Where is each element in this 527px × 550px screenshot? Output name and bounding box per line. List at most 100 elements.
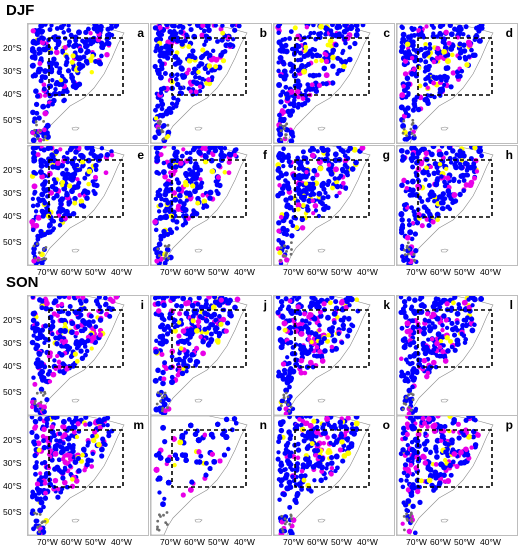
station-dot <box>450 70 456 76</box>
station-dot <box>451 192 458 198</box>
station-dot <box>443 150 449 156</box>
station-dot-minor <box>407 247 411 251</box>
station-dot <box>402 435 408 441</box>
falkland-islands <box>194 126 203 131</box>
station-dot <box>420 453 427 460</box>
station-dot <box>405 41 411 47</box>
map-svg <box>28 24 125 143</box>
lon-tick-label: 40°W <box>480 267 501 277</box>
station-dot <box>479 153 484 159</box>
station-dot <box>326 332 331 338</box>
station-dot <box>50 331 55 337</box>
station-dot <box>287 61 294 68</box>
station-dot <box>76 180 82 186</box>
station-dot <box>333 42 339 48</box>
station-dot <box>97 332 104 338</box>
station-dot <box>317 309 323 315</box>
map-panel: g <box>273 145 395 266</box>
station-dot <box>353 159 359 166</box>
station-dot <box>277 112 282 118</box>
station-dot <box>35 236 41 242</box>
station-dot-minor <box>43 390 46 394</box>
station-dot-minor <box>287 409 291 413</box>
station-dot <box>302 311 307 317</box>
station-dot <box>209 451 215 457</box>
station-dot-minor <box>284 401 287 404</box>
map-svg <box>397 416 494 535</box>
station-dot <box>74 434 80 440</box>
station-dot <box>176 180 182 186</box>
station-dot <box>415 155 420 160</box>
station-dot <box>309 82 315 88</box>
lat-tick-label: 20°S <box>3 315 22 325</box>
station-dot <box>162 326 167 332</box>
station-dot <box>281 74 287 81</box>
station-dot <box>300 149 306 155</box>
lon-tick-label: 70°W <box>283 537 304 547</box>
station-dot <box>231 416 238 422</box>
station-dot <box>59 162 66 169</box>
station-dot <box>159 351 165 358</box>
station-dot <box>50 101 55 107</box>
study-region-box <box>294 429 370 488</box>
station-dot <box>299 63 305 69</box>
station-dot <box>470 434 476 440</box>
station-dot <box>415 431 422 438</box>
station-dot <box>463 56 469 62</box>
station-dot <box>72 424 78 431</box>
station-dot <box>405 473 410 479</box>
station-dot <box>286 479 293 486</box>
station-dot-minor <box>402 119 406 123</box>
station-dot <box>314 429 320 436</box>
station-dot <box>33 424 39 429</box>
lon-tick-label: 40°W <box>111 267 132 277</box>
station-dot <box>298 57 304 63</box>
station-dot <box>435 34 440 39</box>
station-dot <box>57 66 63 72</box>
station-dot <box>346 316 352 322</box>
station-dot <box>162 50 169 57</box>
station-dot <box>191 79 197 85</box>
station-dot <box>74 345 80 351</box>
station-dot <box>39 191 46 198</box>
station-dot <box>302 101 308 106</box>
station-dot <box>275 456 281 462</box>
lon-tick-label: 50°W <box>208 537 229 547</box>
station-dot <box>275 296 281 300</box>
station-dot <box>311 315 318 322</box>
station-dot <box>32 441 38 447</box>
station-dot <box>50 371 57 378</box>
station-dot <box>472 175 477 181</box>
station-dot <box>33 518 39 524</box>
station-dot <box>306 197 313 204</box>
station-dot <box>288 219 294 225</box>
station-dot <box>75 456 81 461</box>
station-dot <box>401 177 407 184</box>
station-dot <box>443 449 449 455</box>
station-dot <box>29 429 35 435</box>
station-dot <box>316 82 323 88</box>
station-dot <box>31 246 37 252</box>
station-dot <box>329 460 335 466</box>
station-dot <box>70 161 76 167</box>
station-dot-minor <box>33 256 37 260</box>
station-dot <box>212 326 219 332</box>
station-dot <box>406 92 411 97</box>
station-dot <box>31 250 37 256</box>
station-dot <box>178 85 184 91</box>
station-dot <box>187 24 192 27</box>
station-dot <box>339 340 345 345</box>
station-dot <box>301 477 307 483</box>
station-dot <box>314 52 320 59</box>
station-dot <box>67 175 74 182</box>
station-dot <box>76 29 82 36</box>
station-dot <box>188 327 195 334</box>
station-dot <box>290 474 295 479</box>
station-dot <box>66 27 72 33</box>
station-dot-minor <box>283 517 287 521</box>
station-dot <box>77 192 83 198</box>
station-dot <box>312 296 318 302</box>
station-dot <box>31 183 38 190</box>
station-markers <box>398 24 485 142</box>
station-dot <box>400 337 407 344</box>
